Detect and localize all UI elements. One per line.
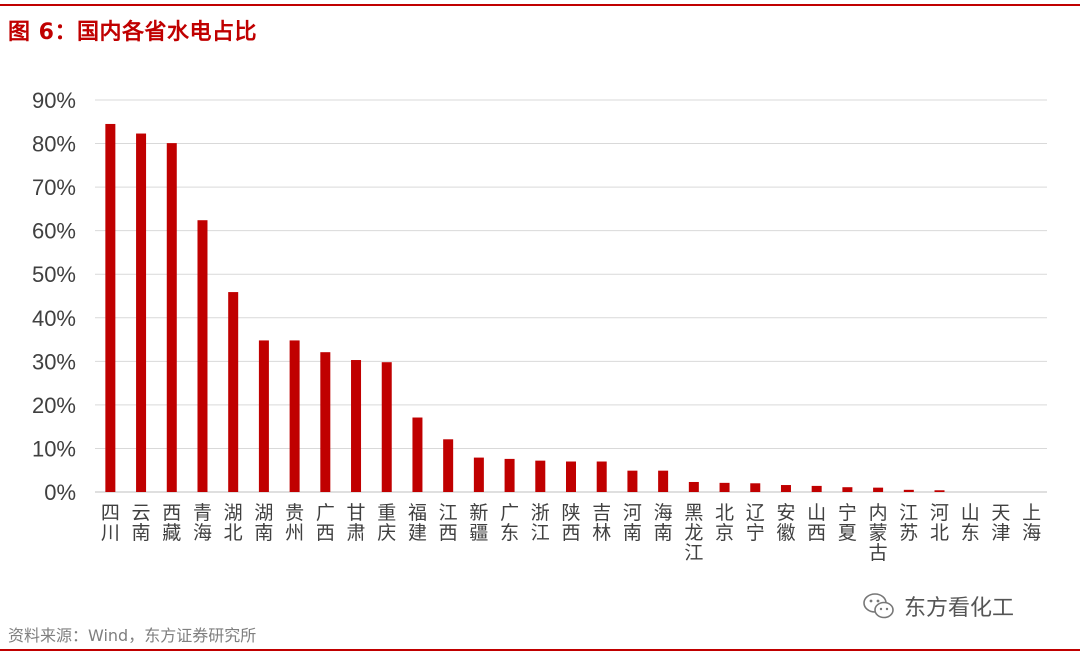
watermark: 东方看化工 <box>862 590 1014 622</box>
x-tick-label: 江苏 <box>899 502 918 544</box>
top-rule <box>0 4 1080 6</box>
x-tick-label: 江西 <box>439 502 458 544</box>
x-tick-label: 陕西 <box>561 502 580 544</box>
x-tick-label: 山西 <box>807 502 826 544</box>
bar-湖南 <box>258 340 269 492</box>
wechat-icon <box>863 593 894 619</box>
bar-浙江 <box>535 460 546 492</box>
bar-四川 <box>105 123 116 492</box>
bar-江苏 <box>903 489 914 492</box>
x-tick-label: 吉林 <box>592 502 611 544</box>
y-tick-label: 0% <box>44 480 76 505</box>
bar-广东 <box>504 458 515 492</box>
bar-黑龙江 <box>688 481 699 492</box>
y-tick-label: 30% <box>32 349 76 374</box>
bar-西藏 <box>166 143 177 492</box>
x-tick-label: 北京 <box>715 502 734 544</box>
x-axis-ticks: 四川云南西藏青海湖北湖南贵州广西甘肃重庆福建江西新疆广东浙江陕西吉林河南海南黑龙… <box>101 502 1041 564</box>
y-tick-label: 70% <box>32 175 76 200</box>
bar-北京 <box>719 482 730 492</box>
bar-青海 <box>197 220 208 493</box>
x-tick-label: 青海 <box>193 502 212 544</box>
x-tick-label: 西藏 <box>162 502 181 544</box>
x-tick-label: 辽宁 <box>746 502 765 544</box>
x-tick-label: 山东 <box>961 502 980 544</box>
y-tick-label: 80% <box>32 132 76 157</box>
bar-福建 <box>412 417 423 492</box>
y-tick-label: 90% <box>32 88 76 113</box>
x-tick-label: 河北 <box>930 502 949 544</box>
bottom-rule <box>0 649 1080 651</box>
watermark-text: 东方看化工 <box>904 596 1015 621</box>
x-tick-label: 云南 <box>132 502 151 544</box>
x-tick-label: 海南 <box>654 502 673 544</box>
x-tick-label: 湖北 <box>224 502 243 544</box>
bar-河北 <box>934 490 945 492</box>
bar-广西 <box>320 352 331 492</box>
y-tick-label: 60% <box>32 219 76 244</box>
x-tick-label: 重庆 <box>377 502 396 544</box>
bar-河南 <box>627 470 638 492</box>
x-tick-label: 甘肃 <box>347 502 366 544</box>
source-note: 资料来源：Wind，东方证券研究所 <box>8 626 257 645</box>
y-tick-label: 10% <box>32 436 76 461</box>
x-tick-label: 黑龙江 <box>684 502 703 564</box>
bar-重庆 <box>381 362 392 492</box>
bar-安徽 <box>780 485 791 492</box>
x-tick-label: 河南 <box>623 502 642 544</box>
bar-吉林 <box>596 461 607 492</box>
bars <box>105 123 945 493</box>
x-tick-label: 福建 <box>408 502 427 544</box>
x-tick-label: 宁夏 <box>838 502 857 544</box>
y-axis-ticks: 0% 10% 20% 30% 40% 50% 60% 70% 80% 90% <box>32 88 76 505</box>
x-tick-label: 安徽 <box>776 502 795 544</box>
y-tick-label: 50% <box>32 262 76 287</box>
x-tick-label: 湖南 <box>254 502 273 544</box>
bar-湖北 <box>228 292 239 492</box>
y-tick-label: 20% <box>32 393 76 418</box>
bar-新疆 <box>473 457 484 492</box>
x-tick-label: 贵州 <box>285 502 304 544</box>
x-tick-label: 浙江 <box>531 502 550 544</box>
x-tick-label: 上海 <box>1022 502 1041 544</box>
bar-江西 <box>443 439 454 492</box>
bar-贵州 <box>289 340 300 492</box>
x-tick-label: 新疆 <box>469 502 488 544</box>
bar-chart: 0% 10% 20% 30% 40% 50% 60% 70% 80% 90% 四川云南西藏青海湖北… <box>32 88 1047 564</box>
bar-云南 <box>136 133 147 492</box>
x-tick-label: 天津 <box>991 502 1010 544</box>
y-tick-label: 40% <box>32 306 76 331</box>
bar-海南 <box>658 470 669 492</box>
bar-宁夏 <box>842 487 853 492</box>
x-tick-label: 内蒙古 <box>869 502 888 564</box>
bar-内蒙古 <box>873 487 884 492</box>
x-tick-label: 广西 <box>316 502 335 544</box>
bar-陕西 <box>566 461 576 492</box>
x-tick-label: 四川 <box>101 502 120 544</box>
bar-山西 <box>811 485 822 492</box>
bar-辽宁 <box>750 483 761 492</box>
bar-甘肃 <box>351 360 362 492</box>
x-tick-label: 广东 <box>500 502 519 544</box>
grid-layer <box>95 99 1047 493</box>
figure-title: 图 6：国内各省水电占比 <box>8 20 257 45</box>
